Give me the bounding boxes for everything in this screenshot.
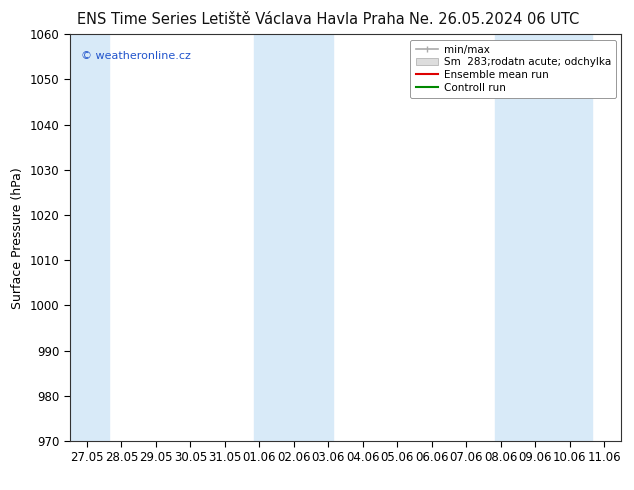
Y-axis label: Surface Pressure (hPa): Surface Pressure (hPa)	[11, 167, 24, 309]
Text: © weatheronline.cz: © weatheronline.cz	[81, 50, 191, 61]
Text: Ne. 26.05.2024 06 UTC: Ne. 26.05.2024 06 UTC	[410, 12, 579, 27]
Bar	[254, 34, 333, 441]
Legend: min/max, Sm  283;rodatn acute; odchylka, Ensemble mean run, Controll run: min/max, Sm 283;rodatn acute; odchylka, …	[410, 40, 616, 98]
Bar	[496, 34, 592, 441]
Text: ENS Time Series Letiště Václava Havla Praha: ENS Time Series Letiště Václava Havla Pr…	[77, 12, 404, 27]
Bar	[70, 34, 110, 441]
